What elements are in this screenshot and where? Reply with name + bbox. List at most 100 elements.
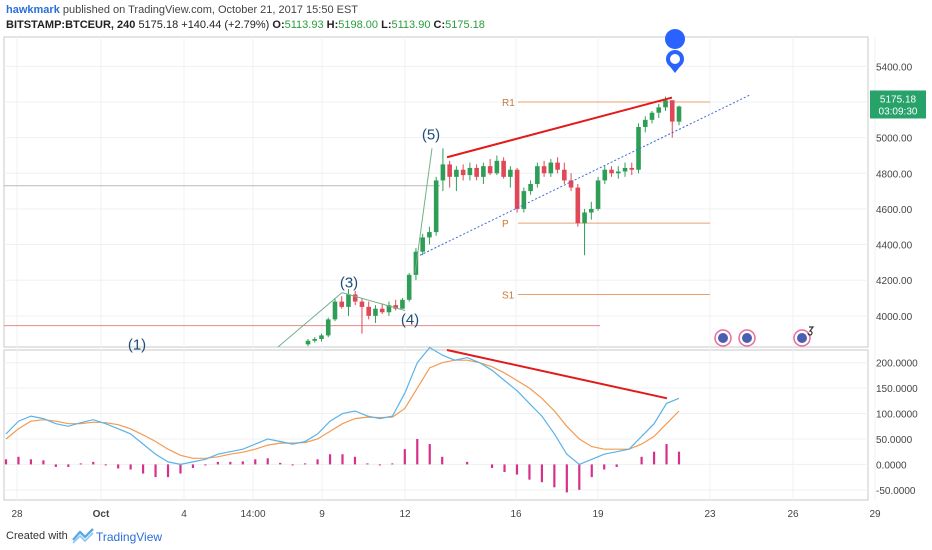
price-tick-label: 4400.00	[876, 241, 913, 252]
candle-body	[447, 164, 452, 177]
candle-body	[305, 340, 311, 345]
author-link[interactable]: hawkmark	[6, 4, 60, 16]
price-tick-label: 5400.00	[876, 62, 913, 73]
indicator-tick-label: 0.0000	[876, 460, 907, 471]
event-icon[interactable]	[793, 326, 815, 347]
footer: Created with TradingView	[0, 524, 932, 550]
chart-frame	[3, 36, 869, 501]
wave-label: (3)	[340, 274, 358, 291]
candle-body	[386, 305, 392, 313]
close-label: C:	[433, 19, 446, 31]
time-tick-label: 28	[11, 509, 23, 520]
candlestick-series	[305, 96, 682, 347]
candle-body	[379, 308, 385, 313]
open-label: O:	[272, 19, 285, 31]
price-tick-label: 4600.00	[876, 205, 913, 216]
indicator-tick-label: 50.0000	[876, 435, 913, 446]
location-pin-icon[interactable]	[665, 28, 686, 73]
candle-body	[352, 294, 358, 302]
candle-body	[312, 338, 318, 341]
candle-body	[467, 167, 473, 176]
elliott-wave-labels: (1) (3) (4) (5)	[128, 126, 440, 353]
candle-body	[548, 162, 554, 174]
rising-wedge-trendline	[446, 96, 673, 159]
candle-body	[440, 164, 446, 181]
candle-body	[629, 167, 635, 170]
time-tick-label: 12	[399, 509, 411, 520]
candle-body	[562, 169, 567, 181]
candle-body	[528, 183, 533, 192]
candle-body	[622, 167, 628, 172]
candle-body	[676, 106, 682, 122]
pin-tail	[668, 64, 682, 73]
candle-body	[541, 166, 547, 174]
wave-connector-line	[277, 292, 343, 348]
pin-shape	[665, 28, 686, 70]
candle-body	[636, 126, 641, 170]
pivot-label: S1	[502, 290, 515, 301]
indicator-axis[interactable]: 200.0000 150.0000 100.0000 50.0000 0.0000 -50…	[876, 359, 918, 497]
time-tick-label: 4	[181, 509, 187, 520]
candle-body	[501, 160, 506, 177]
macd-line	[5, 346, 680, 466]
candle-body	[460, 169, 466, 176]
indicator-tick-label: 200.0000	[876, 359, 918, 370]
pin-hole	[670, 54, 680, 64]
candle-body	[521, 191, 527, 209]
low-value: 5113.90	[391, 19, 431, 31]
event-icons[interactable]	[714, 326, 815, 347]
price-tick-label: 4000.00	[876, 312, 913, 323]
wave-label: (5)	[422, 126, 440, 143]
candle-body	[575, 187, 581, 224]
macd-indicator	[4, 346, 681, 493]
indicator-tick-label: 150.0000	[876, 384, 918, 395]
time-tick-label: 23	[704, 509, 716, 520]
wave-connector-line	[341, 292, 406, 311]
wave-connector-line	[414, 148, 433, 274]
candle-body	[555, 162, 560, 170]
time-tick-label: 16	[510, 509, 522, 520]
candle-body	[508, 169, 513, 177]
event-dot	[742, 333, 752, 343]
symbol-label: BITSTAMP:BTCEUR, 240	[6, 19, 136, 31]
published-text: published on TradingView.com, October 21…	[62, 4, 359, 16]
tradingview-brand[interactable]: TradingView	[96, 530, 163, 544]
candle-body	[568, 180, 574, 188]
pivot-levels: R1 P S1	[502, 98, 710, 301]
candle-body	[366, 306, 372, 316]
candle-body	[400, 299, 405, 309]
drawing-overlay	[277, 94, 751, 348]
price-tick-label: 5000.00	[876, 134, 913, 145]
open-value: 5113.93	[284, 19, 324, 31]
time-axis[interactable]: 28 Oct 4 14:00 9 12 16 19 23 26 29	[11, 509, 881, 520]
candle-body	[487, 166, 493, 174]
dotted-channel-line	[419, 94, 751, 256]
last-price-tag-text: 5175.18	[880, 94, 917, 105]
candle-body	[420, 237, 425, 252]
candle-body	[481, 166, 486, 177]
price-change: +140.44 (+2.79%)	[181, 19, 270, 31]
time-tick-label: 26	[787, 509, 799, 520]
price-axis[interactable]: 5400.005200.005000.004800.004600.004400.…	[870, 62, 926, 323]
symbol-line: BITSTAMP:BTCEUR, 240 5175.18 +140.44 (+2…	[6, 19, 485, 31]
event-icon[interactable]	[738, 329, 756, 347]
candle-body	[589, 208, 594, 213]
candle-body	[339, 301, 345, 307]
low-label: L:	[381, 19, 392, 31]
time-tick-label: 19	[592, 509, 604, 520]
publish-line: hawkmark published on TradingView.com, O…	[6, 4, 358, 16]
event-icon[interactable]	[714, 329, 732, 347]
price-tick-label: 4200.00	[876, 276, 913, 287]
wave-label: (1)	[128, 337, 146, 354]
candle-body	[649, 112, 655, 120]
candle-body	[494, 160, 500, 174]
candle-body	[656, 107, 662, 113]
close-value: 5175.18	[445, 19, 485, 31]
high-value: 5198.00	[338, 19, 379, 31]
last-price: 5175.18	[138, 19, 179, 31]
candle-body	[582, 212, 587, 224]
tradingview-logo-icon[interactable]	[72, 528, 94, 544]
wave-label: (4)	[401, 312, 419, 329]
candle-body	[454, 169, 459, 177]
